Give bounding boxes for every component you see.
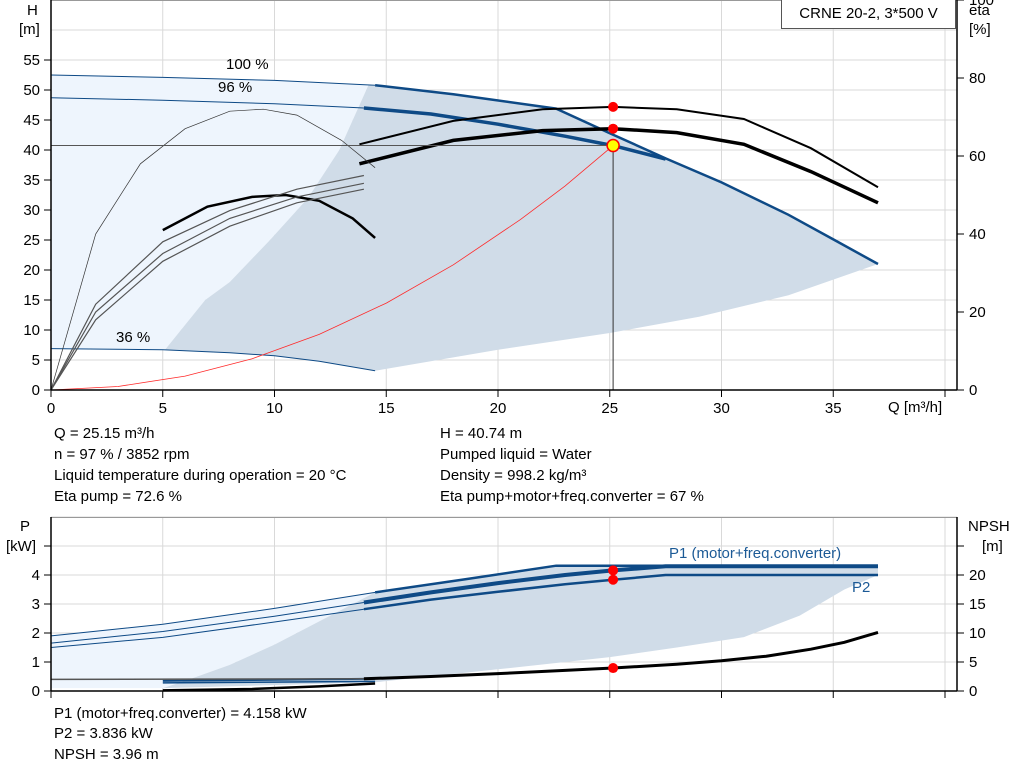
info-p1: P1 (motor+freq.converter) = 4.158 kW: [54, 705, 307, 722]
y-tick-label: 20: [23, 262, 40, 279]
y-tick-label: 2: [32, 625, 40, 642]
y-tick-label: 0: [32, 382, 40, 399]
info-liquid-temp: Liquid temperature during operation = 20…: [54, 467, 347, 484]
y-tick-label: 50: [23, 82, 40, 99]
y-tick-label: 15: [23, 292, 40, 309]
info-npsh: NPSH = 3.96 m: [54, 746, 159, 763]
eta-curve: [50, 188, 365, 391]
y2-axis-unit-npsh: [m]: [982, 538, 1003, 555]
y2-tick-label: 40: [969, 226, 986, 243]
p2-duty-point: [608, 574, 619, 585]
power-curve-low-speed: [162, 680, 376, 684]
p1-duty-point: [608, 565, 619, 576]
eta-curve: [162, 193, 376, 239]
curve-label-100: 100 %: [226, 56, 269, 73]
eta-curve: [358, 126, 879, 205]
y2-tick-label: 20: [969, 304, 986, 321]
y2-tick-label: 10: [969, 625, 986, 642]
eta-duty-point: [608, 123, 619, 134]
x-tick-label: 5: [159, 400, 167, 417]
x-tick-label: 15: [378, 400, 395, 417]
y-tick-label: 1: [32, 654, 40, 671]
y-axis-unit-p: [kW]: [6, 538, 36, 555]
y-tick-label: 25: [23, 232, 40, 249]
y2-tick-label: 60: [969, 148, 986, 165]
info-flow: Q = 25.15 m³/h: [54, 425, 155, 442]
y-tick-label: 4: [32, 567, 40, 584]
curve-label-96: 96 %: [218, 79, 253, 96]
y2-tick-label: 80: [969, 70, 986, 87]
power-curve: [363, 564, 878, 605]
y-tick-label: 40: [23, 142, 40, 159]
curve-label-36: 36 %: [116, 329, 151, 346]
y-tick-label: 35: [23, 172, 40, 189]
y2-tick-label: 5: [969, 654, 977, 671]
operating-region-light: [51, 592, 376, 689]
y2-tick-label: 0: [969, 683, 977, 700]
y-tick-label: 5: [32, 352, 40, 369]
head-curve-thin: [50, 348, 376, 372]
y-tick-label: 30: [23, 202, 40, 219]
y-tick-label: 0: [32, 683, 40, 700]
info-pumped-liquid: Pumped liquid = Water: [440, 446, 592, 463]
info-head: H = 40.74 m: [440, 425, 523, 442]
y-axis-label-h: H: [27, 2, 38, 19]
head-curve-thin: [50, 74, 376, 86]
y2-axis-label-npsh: NPSH: [968, 518, 1010, 535]
x-tick-label: 30: [713, 400, 730, 417]
y2-tick-label: 100: [969, 0, 994, 9]
power-curve-thin: [50, 608, 364, 648]
y2-axis-unit-eta: [%]: [969, 21, 991, 38]
info-speed: n = 97 % / 3852 rpm: [54, 446, 190, 463]
y-tick-label: 10: [23, 322, 40, 339]
y-axis-unit-h: [m]: [19, 21, 40, 38]
eta-curve: [359, 105, 879, 189]
y2-tick-label: 0: [969, 382, 977, 399]
y-tick-label: 45: [23, 112, 40, 129]
npsh-duty-point: [608, 663, 619, 674]
x-tick-label: 0: [47, 400, 55, 417]
head-chart: 0 5 10 15 20 25 30 35 40 45 50 55 0 20 40 60 80 100 0 5 10 15…: [23, 0, 994, 417]
info-eta-pump: Eta pump = 72.6 %: [54, 488, 182, 505]
y-tick-label: 55: [23, 52, 40, 69]
x-axis-label-q: Q [m³/h]: [888, 399, 943, 416]
info-p2: P2 = 3.836 kW: [54, 725, 153, 742]
power-curve-thin: [50, 591, 376, 637]
duty-point: [606, 138, 620, 153]
eta-curve: [50, 182, 365, 391]
info-density: Density = 998.2 kg/m³: [440, 467, 587, 484]
npsh-curve: [363, 630, 879, 681]
system-curve: [50, 145, 614, 391]
operating-region-dark: [165, 85, 878, 371]
x-tick-label: 25: [601, 400, 618, 417]
y2-tick-label: 15: [969, 596, 986, 613]
power-curve: [363, 573, 878, 611]
x-tick-label: 35: [825, 400, 842, 417]
x-tick-label: 10: [266, 400, 283, 417]
x-tick-label: 20: [490, 400, 507, 417]
operating-region-dark: [162, 565, 879, 689]
y2-axis-label-eta: eta: [969, 2, 990, 19]
power-curve-thin: [50, 602, 364, 644]
chart-legend-box: CRNE 20-2, 3*500 V: [781, 0, 956, 29]
y2-tick-label: 20: [969, 567, 986, 584]
npsh-curve-thin: [50, 678, 364, 681]
info-eta-total: Eta pump+motor+freq.converter = 67 %: [440, 488, 704, 505]
eta-curve: [50, 174, 365, 391]
y-tick-label: 3: [32, 596, 40, 613]
power-npsh-chart: 0 1 2 3 4 0 5 10 15 20: [32, 516, 986, 700]
head-curve-thin: [50, 97, 364, 109]
eta-curve: [50, 108, 376, 391]
npsh-curve-low-speed: [162, 682, 376, 692]
y-axis-label-p: P: [20, 518, 31, 535]
series-label-p2: P2: [852, 579, 871, 596]
series-label-p1: P1 (motor+freq.converter): [669, 545, 842, 562]
eta-duty-point: [608, 101, 619, 112]
